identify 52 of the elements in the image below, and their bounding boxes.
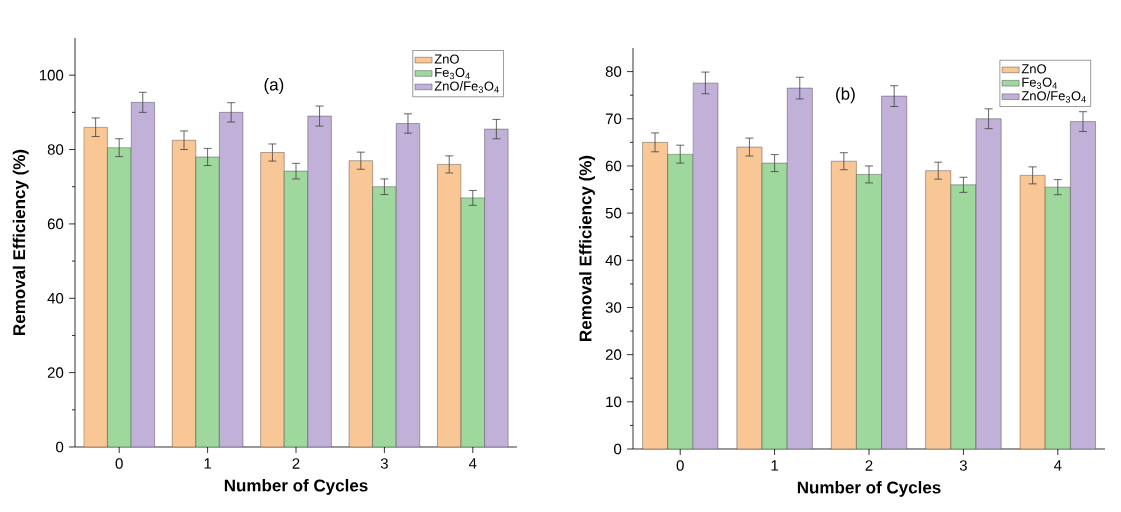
x-tick-label: 2	[865, 460, 873, 471]
y-tick-label: 0	[56, 441, 64, 453]
bar	[925, 170, 952, 449]
text: (a)	[264, 78, 284, 94]
bar	[950, 184, 977, 449]
y-tick-label: 60	[605, 160, 622, 172]
x-tick-label: 0	[676, 460, 684, 471]
y-tick-label: 0	[614, 443, 622, 455]
y-tick-label: 80	[605, 66, 622, 77]
y-tick-label: 20	[47, 367, 64, 378]
y-axis-title: Removal Efficiency (%)	[579, 155, 595, 341]
x-tick-label: 4	[1053, 460, 1062, 471]
y-tick-label: 20	[605, 349, 622, 360]
bar	[107, 147, 132, 447]
text: (b)	[836, 87, 855, 104]
x-tick-label: 1	[771, 460, 779, 471]
legend-label: ZnO/Fe$_{3}$O$_{4}$	[434, 81, 499, 93]
y-tick-label: 10	[606, 396, 622, 408]
legend-label: ZnO	[434, 54, 459, 64]
y-axis-title: Removal Efficiency (%)	[12, 149, 29, 335]
y-tick-label: 60	[47, 218, 64, 230]
x-tick-label: 1	[204, 458, 212, 469]
y-tick-label: 40	[605, 254, 622, 266]
y-tick-label: 80	[47, 144, 64, 155]
bar	[642, 142, 668, 449]
y-tick-label: 70	[605, 113, 622, 125]
bar	[372, 186, 397, 447]
bar	[1045, 186, 1071, 449]
legend-label: Fe$_{3}$O$_{4}$	[435, 67, 470, 80]
bar	[831, 161, 857, 449]
bar	[856, 174, 882, 449]
bar	[284, 170, 308, 447]
bar	[761, 162, 788, 449]
x-tick-label: 2	[292, 458, 300, 469]
x-tick-label: 3	[959, 460, 967, 471]
legend-label: ZnO	[1021, 64, 1046, 74]
y-tick-label: 30	[605, 302, 622, 313]
x-tick-label: 0	[115, 458, 123, 469]
legend-label: ZnO/Fe$_{3}$O$_{4}$	[1021, 90, 1086, 103]
legend-label: Fe$_{3}$O$_{4}$	[1022, 77, 1057, 89]
y-tick-label: 50	[605, 207, 622, 219]
bar	[195, 156, 220, 447]
x-axis-title: Number of Cycles	[797, 481, 941, 497]
bar	[460, 197, 485, 447]
y-tick-label: 100	[39, 69, 64, 81]
x-tick-label: 4	[468, 458, 477, 469]
bar	[667, 153, 693, 449]
bar	[736, 146, 763, 449]
y-tick-label: 40	[47, 292, 64, 304]
bar	[1019, 175, 1046, 449]
x-tick-label: 3	[380, 458, 388, 469]
x-axis-title: Number of Cycles	[224, 479, 368, 495]
